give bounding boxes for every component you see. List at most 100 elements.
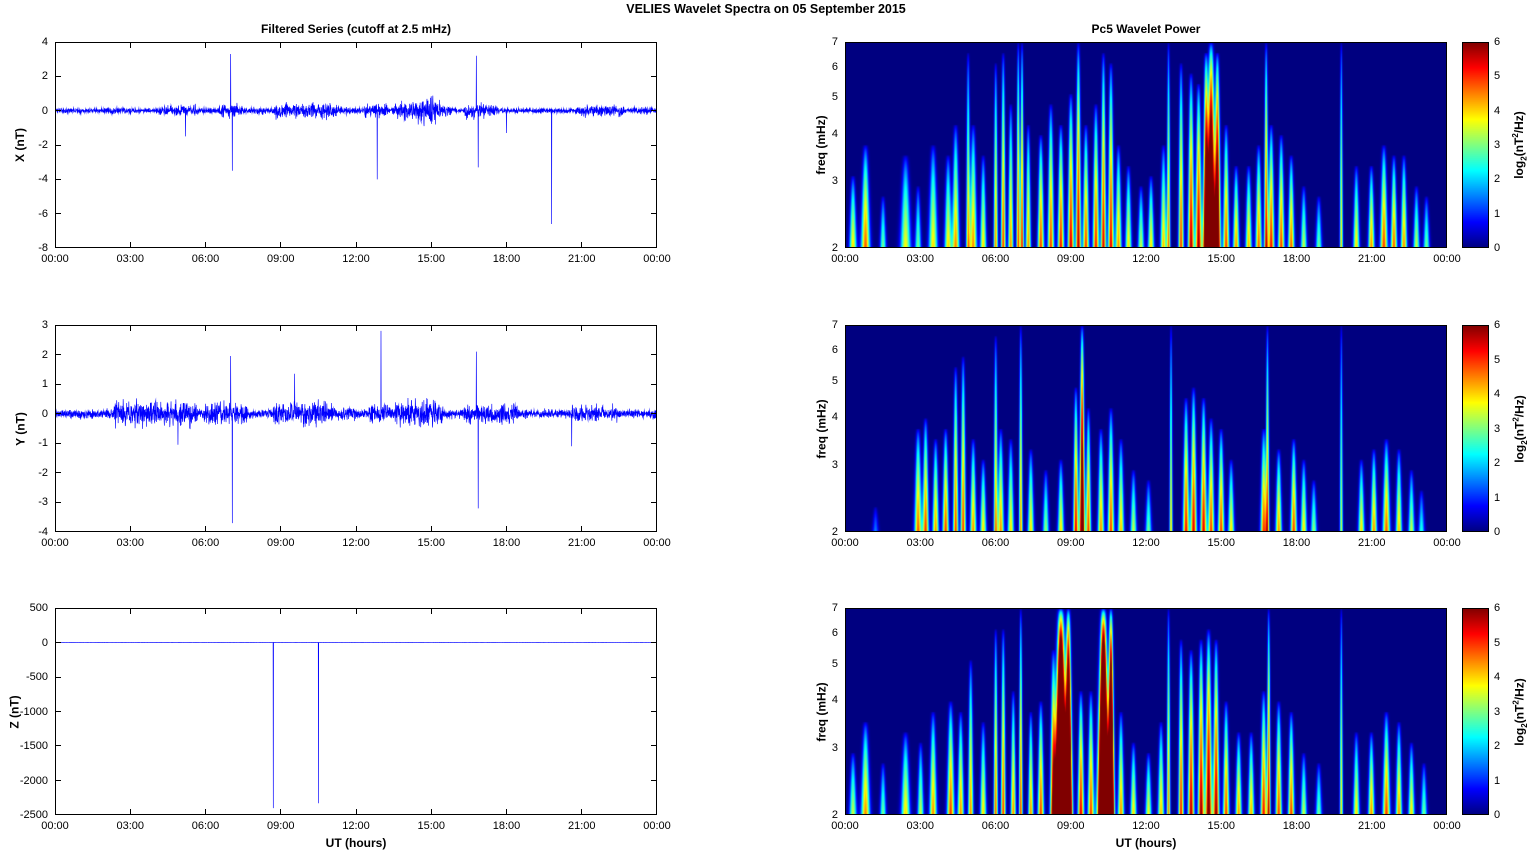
x-tick-label: 18:00 xyxy=(492,537,521,549)
colorbar-tick-label: 5 xyxy=(1494,353,1501,366)
x-tick-label: 09:00 xyxy=(1056,537,1085,549)
y-tick-label: 0 xyxy=(41,407,48,420)
x-tick-label: 12:00 xyxy=(1132,537,1160,549)
z-series-plot-canvas xyxy=(55,608,657,815)
x-tick-label: 00:00 xyxy=(831,820,859,832)
x-tick-label: 15:00 xyxy=(417,253,446,265)
x-tick-label: 15:00 xyxy=(1207,820,1236,832)
x-tick-label: 00:00 xyxy=(41,820,69,832)
x-tick-label: 06:00 xyxy=(981,253,1010,265)
colorbar-tick-label: 4 xyxy=(1494,104,1501,117)
x-tick-label: 18:00 xyxy=(492,820,521,832)
x-tick-label: 00:00 xyxy=(1433,820,1461,832)
colorbar-tick-label: 5 xyxy=(1494,70,1501,83)
panel-y-wavelet-power: freq (mHz) log2(nT2/Hz) 00:00 03:00 06:00 0… xyxy=(814,319,1528,549)
x-series-plot-canvas xyxy=(55,42,657,248)
y-tick-label: 7 xyxy=(831,602,838,614)
x-tick-label: 03:00 xyxy=(116,253,145,265)
colorbar-tick-label: 6 xyxy=(1494,36,1501,48)
x-tick-label: 12:00 xyxy=(1132,820,1160,832)
y-tick-label: -6 xyxy=(38,207,48,220)
colorbar-tick-label: 1 xyxy=(1494,491,1501,504)
y-tick-label: 6 xyxy=(831,61,838,74)
y-tick-label: 3 xyxy=(831,742,838,754)
y-tick-label: -8 xyxy=(38,242,48,254)
x-tick-label: 18:00 xyxy=(492,253,521,265)
colorbar-tick-label: 2 xyxy=(1494,457,1501,469)
y-tick-label: 7 xyxy=(831,319,838,331)
x-tick-label: 00:00 xyxy=(831,537,859,549)
y-series-plot-canvas xyxy=(55,325,657,532)
x-tick-label: 09:00 xyxy=(266,820,295,832)
colorbar-tick-label: 4 xyxy=(1494,388,1501,400)
x-tick-label: 15:00 xyxy=(417,537,446,549)
x-tick-label: 09:00 xyxy=(1056,820,1085,832)
panel-x-wavelet-power: Pc5 Wavelet Power freq (mHz) log2(nT2/Hz… xyxy=(814,22,1528,265)
y-tick-label: 4 xyxy=(831,694,838,707)
y-tick-label: 2 xyxy=(41,70,48,83)
x-tick-label: 00:00 xyxy=(1433,537,1461,549)
x-tick-label: 21:00 xyxy=(1357,820,1386,832)
y-tick-label: 5 xyxy=(831,374,838,387)
y-tick-label: -2 xyxy=(38,466,48,479)
x-tick-label: 21:00 xyxy=(1357,537,1386,549)
y-tick-label: 3 xyxy=(831,175,838,188)
y-tick-label: 5 xyxy=(831,657,838,670)
x-tick-label: 00:00 xyxy=(1433,253,1461,265)
x-tick-label: 00:00 xyxy=(831,253,859,265)
x-tick-label: 21:00 xyxy=(567,537,596,549)
filtered-series-title: Filtered Series (cutoff at 2.5 mHz) xyxy=(260,22,452,36)
y-tick-label: 4 xyxy=(41,36,48,48)
x-tick-label: 18:00 xyxy=(1282,537,1311,549)
x-tick-label: 03:00 xyxy=(906,820,935,832)
colorbar-tick-label: 0 xyxy=(1494,526,1501,538)
y-tick-label: -4 xyxy=(38,526,48,538)
y-tick-label: 2 xyxy=(831,526,838,538)
x-tick-label: 00:00 xyxy=(41,537,69,549)
y-tick-label: 4 xyxy=(831,411,838,424)
x-tick-label: 03:00 xyxy=(116,820,145,832)
wavelet-power-title: Pc5 Wavelet Power xyxy=(1091,22,1201,36)
x-tick-label: 21:00 xyxy=(567,820,596,832)
colorbar-tick-label: 6 xyxy=(1494,602,1501,614)
x-wavelet-spectrogram-canvas xyxy=(845,42,1447,248)
y-wavelet-spectrogram-canvas xyxy=(845,325,1447,532)
y-tick-label: 3 xyxy=(831,459,838,471)
x-tick-label: 09:00 xyxy=(1056,253,1085,265)
colorbar-canvas-x xyxy=(1462,42,1489,248)
colorbar-tick-label: 0 xyxy=(1494,809,1501,821)
y-tick-label: 6 xyxy=(831,627,838,640)
y-tick-label: -2000 xyxy=(19,774,48,787)
y-tick-label: -1 xyxy=(38,437,48,450)
colorbar-tick-label: 3 xyxy=(1494,422,1501,435)
x-tick-label: 03:00 xyxy=(906,253,935,265)
x-tick-label: 06:00 xyxy=(191,820,220,832)
x-tick-label: 15:00 xyxy=(1207,537,1236,549)
colorbar-tick-label: 3 xyxy=(1494,705,1501,718)
colorbar-tick-label: 2 xyxy=(1494,173,1501,186)
y-tick-label: -3 xyxy=(38,496,48,509)
y-tick-label: -2 xyxy=(38,139,48,151)
x-tick-label: 03:00 xyxy=(906,537,935,549)
y-tick-label: -1000 xyxy=(19,705,48,718)
x-tick-label: 09:00 xyxy=(266,253,295,265)
colorbar-tick-label: 5 xyxy=(1494,636,1501,649)
panel-y-filtered-series: Y (nT) 00:00 03:00 06:00 09:00 12:00 15:00 18:… xyxy=(13,319,671,549)
x-tick-label: 00:00 xyxy=(643,820,671,832)
y-tick-label: 5 xyxy=(831,91,838,104)
colorbar-canvas-y xyxy=(1462,325,1489,532)
x-tick-label: 12:00 xyxy=(1132,253,1160,265)
colorbar-tick-label: 4 xyxy=(1494,671,1501,683)
x-tick-label: 06:00 xyxy=(191,537,220,549)
colorbar-tick-label: 1 xyxy=(1494,207,1501,220)
panel-z-wavelet-power: freq (mHz) log2(nT2/Hz) UT (hours) 00:00… xyxy=(814,602,1528,850)
x-axis-label-left: UT (hours) xyxy=(325,836,387,850)
y-tick-label: 7 xyxy=(831,36,838,48)
panel-x-filtered-series: Filtered Series (cutoff at 2.5 mHz) X (n… xyxy=(13,22,671,265)
x-tick-label: 03:00 xyxy=(116,537,145,549)
colorbar-tick-label: 1 xyxy=(1494,774,1501,787)
x-tick-label: 12:00 xyxy=(342,820,370,832)
x-tick-label: 06:00 xyxy=(981,537,1010,549)
x-tick-label: 18:00 xyxy=(1282,820,1311,832)
